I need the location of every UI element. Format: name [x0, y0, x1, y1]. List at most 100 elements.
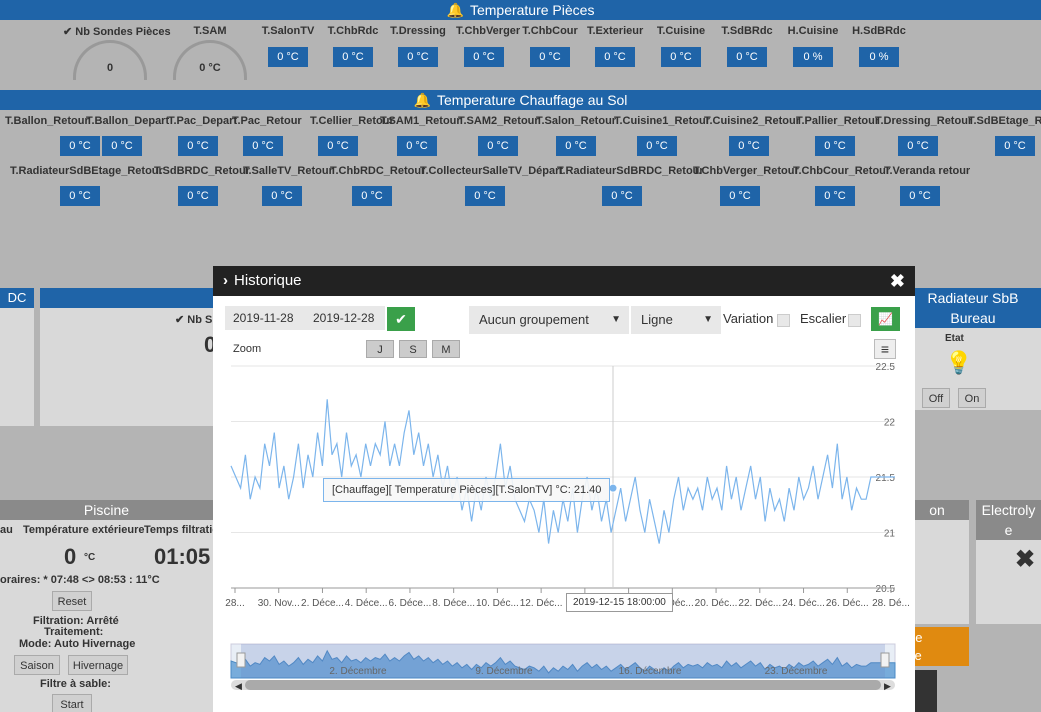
off-button[interactable]: Off	[922, 388, 950, 408]
reset-button[interactable]: Reset	[52, 591, 92, 611]
close-x-icon: ✖	[1015, 546, 1036, 573]
chauffage-sensor-label: T.RadiateurSdBEtage_Retour	[10, 165, 163, 177]
x-tick-label: 28...	[225, 598, 244, 609]
chauffage-sensor-label: T.ChbCour_Retour	[793, 165, 891, 177]
grouping-select[interactable]: Aucun groupement ▼	[469, 306, 629, 334]
sensor-value: 0 %	[793, 47, 833, 67]
saison-button[interactable]: Saison	[14, 655, 60, 675]
chauffage-sensor-label: T.Cuisine2_Retour	[704, 115, 800, 127]
y-tick-label: 21.5	[876, 473, 896, 484]
horaires-text: oraires: * 07:48 <> 08:53 : 11°C	[0, 574, 160, 586]
bulb-icon: 💡	[945, 350, 973, 375]
section-title-temp-pieces: 🔔 Temperature Pièces	[0, 0, 1041, 20]
on-button[interactable]: On	[958, 388, 986, 408]
sensor-label: T.ChbVerger	[456, 25, 521, 37]
x-tick-label: 4. Déce...	[345, 598, 388, 609]
sensor-value: 0 °C	[530, 47, 570, 67]
chauffage-sensor-label: T.Ballon_Depart	[86, 115, 170, 127]
date-start-input[interactable]: 2019-11-28	[225, 306, 305, 330]
chauffage-sensor-value: 0 °C	[720, 186, 760, 206]
date-end-input[interactable]: 2019-12-28	[305, 306, 385, 330]
chauffage-sensor-value: 0 °C	[60, 186, 100, 206]
sensor-label: T.Dressing	[390, 25, 446, 37]
chauffage-sensor-label: T.SdBEtage_Ret	[968, 115, 1041, 127]
chauffage-sensor-value: 0 °C	[815, 186, 855, 206]
chauffage-sensor-label: T.RadiateurSdBRDC_Retour	[557, 165, 704, 177]
sensor-value: 0 °C	[727, 47, 767, 67]
sensor-value: 0 °C	[398, 47, 438, 67]
chauffage-sensor-value: 0 °C	[178, 136, 218, 156]
modal-header: › Historique ✖	[213, 266, 915, 296]
variation-checkbox[interactable]	[777, 314, 790, 327]
chauffage-sensor-value: 0 °C	[262, 186, 302, 206]
check-icon: ✔	[395, 311, 407, 327]
chauffage-sensor-label: T.Pac_Depart	[168, 115, 238, 127]
chauffage-sensor-label: T.SalleTV_Retour	[243, 165, 333, 177]
chart-menu-icon[interactable]: ≡	[874, 339, 896, 359]
escalier-label: Escalier	[800, 311, 847, 326]
temp-ext-label: Température extérieure	[23, 524, 145, 536]
chauffage-sensor-label: T.Salon_Retour	[536, 115, 617, 127]
gauge-arc	[73, 40, 147, 80]
piscine-panel-header: Piscine	[0, 500, 213, 520]
scroll-left-icon[interactable]: ◀	[235, 681, 242, 691]
temps-filtration-label: Temps filtration	[144, 524, 226, 536]
traitement-status: Traitement:	[44, 626, 104, 638]
chauffage-sensor-value: 0 °C	[637, 136, 677, 156]
validate-dates-button[interactable]: ✔	[387, 307, 415, 331]
chauffage-sensor-value: 0 °C	[465, 186, 505, 206]
historique-modal: › Historique ✖ 2019-11-28 2019-12-28 ✔ Au…	[213, 266, 915, 712]
chauffage-sensor-label: T.ChbRDC_Retour	[330, 165, 426, 177]
sensor-label: T.Cuisine	[656, 25, 706, 37]
caret-down-icon: ▼	[703, 314, 713, 325]
escalier-checkbox[interactable]	[848, 314, 861, 327]
chauffage-sensor-label: T.ChbVerger_Retour	[693, 165, 799, 177]
scrollbar-thumb[interactable]	[245, 680, 881, 690]
navigator-handle[interactable]	[880, 652, 890, 668]
start-button[interactable]: Start	[52, 694, 92, 712]
gauge-arc	[173, 40, 247, 80]
x-tick-label: 28. Dé...	[872, 598, 910, 609]
piscine-panel	[0, 500, 213, 712]
x-tick-label: 8. Déce...	[432, 598, 475, 609]
y-tick-label: 22.5	[876, 362, 896, 373]
chauffage-sensor-value: 0 °C	[102, 136, 142, 156]
temp-ext-unit: °C	[84, 552, 96, 563]
close-icon[interactable]: ✖	[889, 271, 905, 291]
sensor-value: 0 °C	[333, 47, 373, 67]
compare-chart-button[interactable]: 📈	[871, 307, 900, 331]
zoom-month-button[interactable]: M	[432, 340, 460, 358]
navigator-label: 9. Décembre	[475, 666, 533, 677]
sensor-value: 0 °C	[661, 47, 701, 67]
chauffage-sensor-label: T.SAM1_Retour	[380, 115, 461, 127]
chauffage-sensor-label: T.Cuisine1_Retour	[614, 115, 710, 127]
sensor-label: H.SdBRdc	[852, 25, 906, 37]
chauffage-sensor-value: 0 °C	[729, 136, 769, 156]
chauffage-sensor-value: 0 °C	[602, 186, 642, 206]
navigator-handle[interactable]	[236, 652, 246, 668]
chauffage-sensor-label: T.Cellier_Retour	[310, 115, 394, 127]
chauffage-sensor-label: T.Ballon_Retour	[5, 115, 89, 127]
nb-sondes-panel	[40, 288, 213, 426]
hivernage-button[interactable]: Hivernage	[68, 655, 128, 675]
chauffage-sensor-value: 0 °C	[318, 136, 358, 156]
scroll-right-icon[interactable]: ▶	[884, 681, 891, 691]
bell-icon: 🔔	[446, 2, 464, 18]
navigator-mask	[241, 644, 885, 678]
zoom-day-button[interactable]: J	[366, 340, 394, 358]
nb-sondes-panel-header	[40, 288, 213, 308]
chart-type-select[interactable]: Ligne ▼	[631, 306, 721, 334]
chart-tooltip: [Chauffage][ Temperature Pièces][T.Salon…	[323, 478, 611, 502]
temps-filtration-value: 01:05	[154, 544, 211, 569]
chauffage-sensor-value: 0 °C	[352, 186, 392, 206]
right-panel-a	[905, 500, 969, 624]
orange-panel	[905, 627, 969, 666]
temp-ext-value: 0	[64, 544, 77, 569]
sensor-label: T.SalonTV	[261, 25, 315, 37]
chauffage-sensor-value: 0 °C	[397, 136, 437, 156]
zoom-week-button[interactable]: S	[399, 340, 427, 358]
sensor-label: H.Cuisine	[787, 25, 839, 37]
x-tick-label: 10. Déc...	[476, 598, 519, 609]
sensor-value: 0 %	[859, 47, 899, 67]
section-title-temp-chauffage: 🔔 Temperature Chauffage au Sol	[0, 90, 1041, 110]
